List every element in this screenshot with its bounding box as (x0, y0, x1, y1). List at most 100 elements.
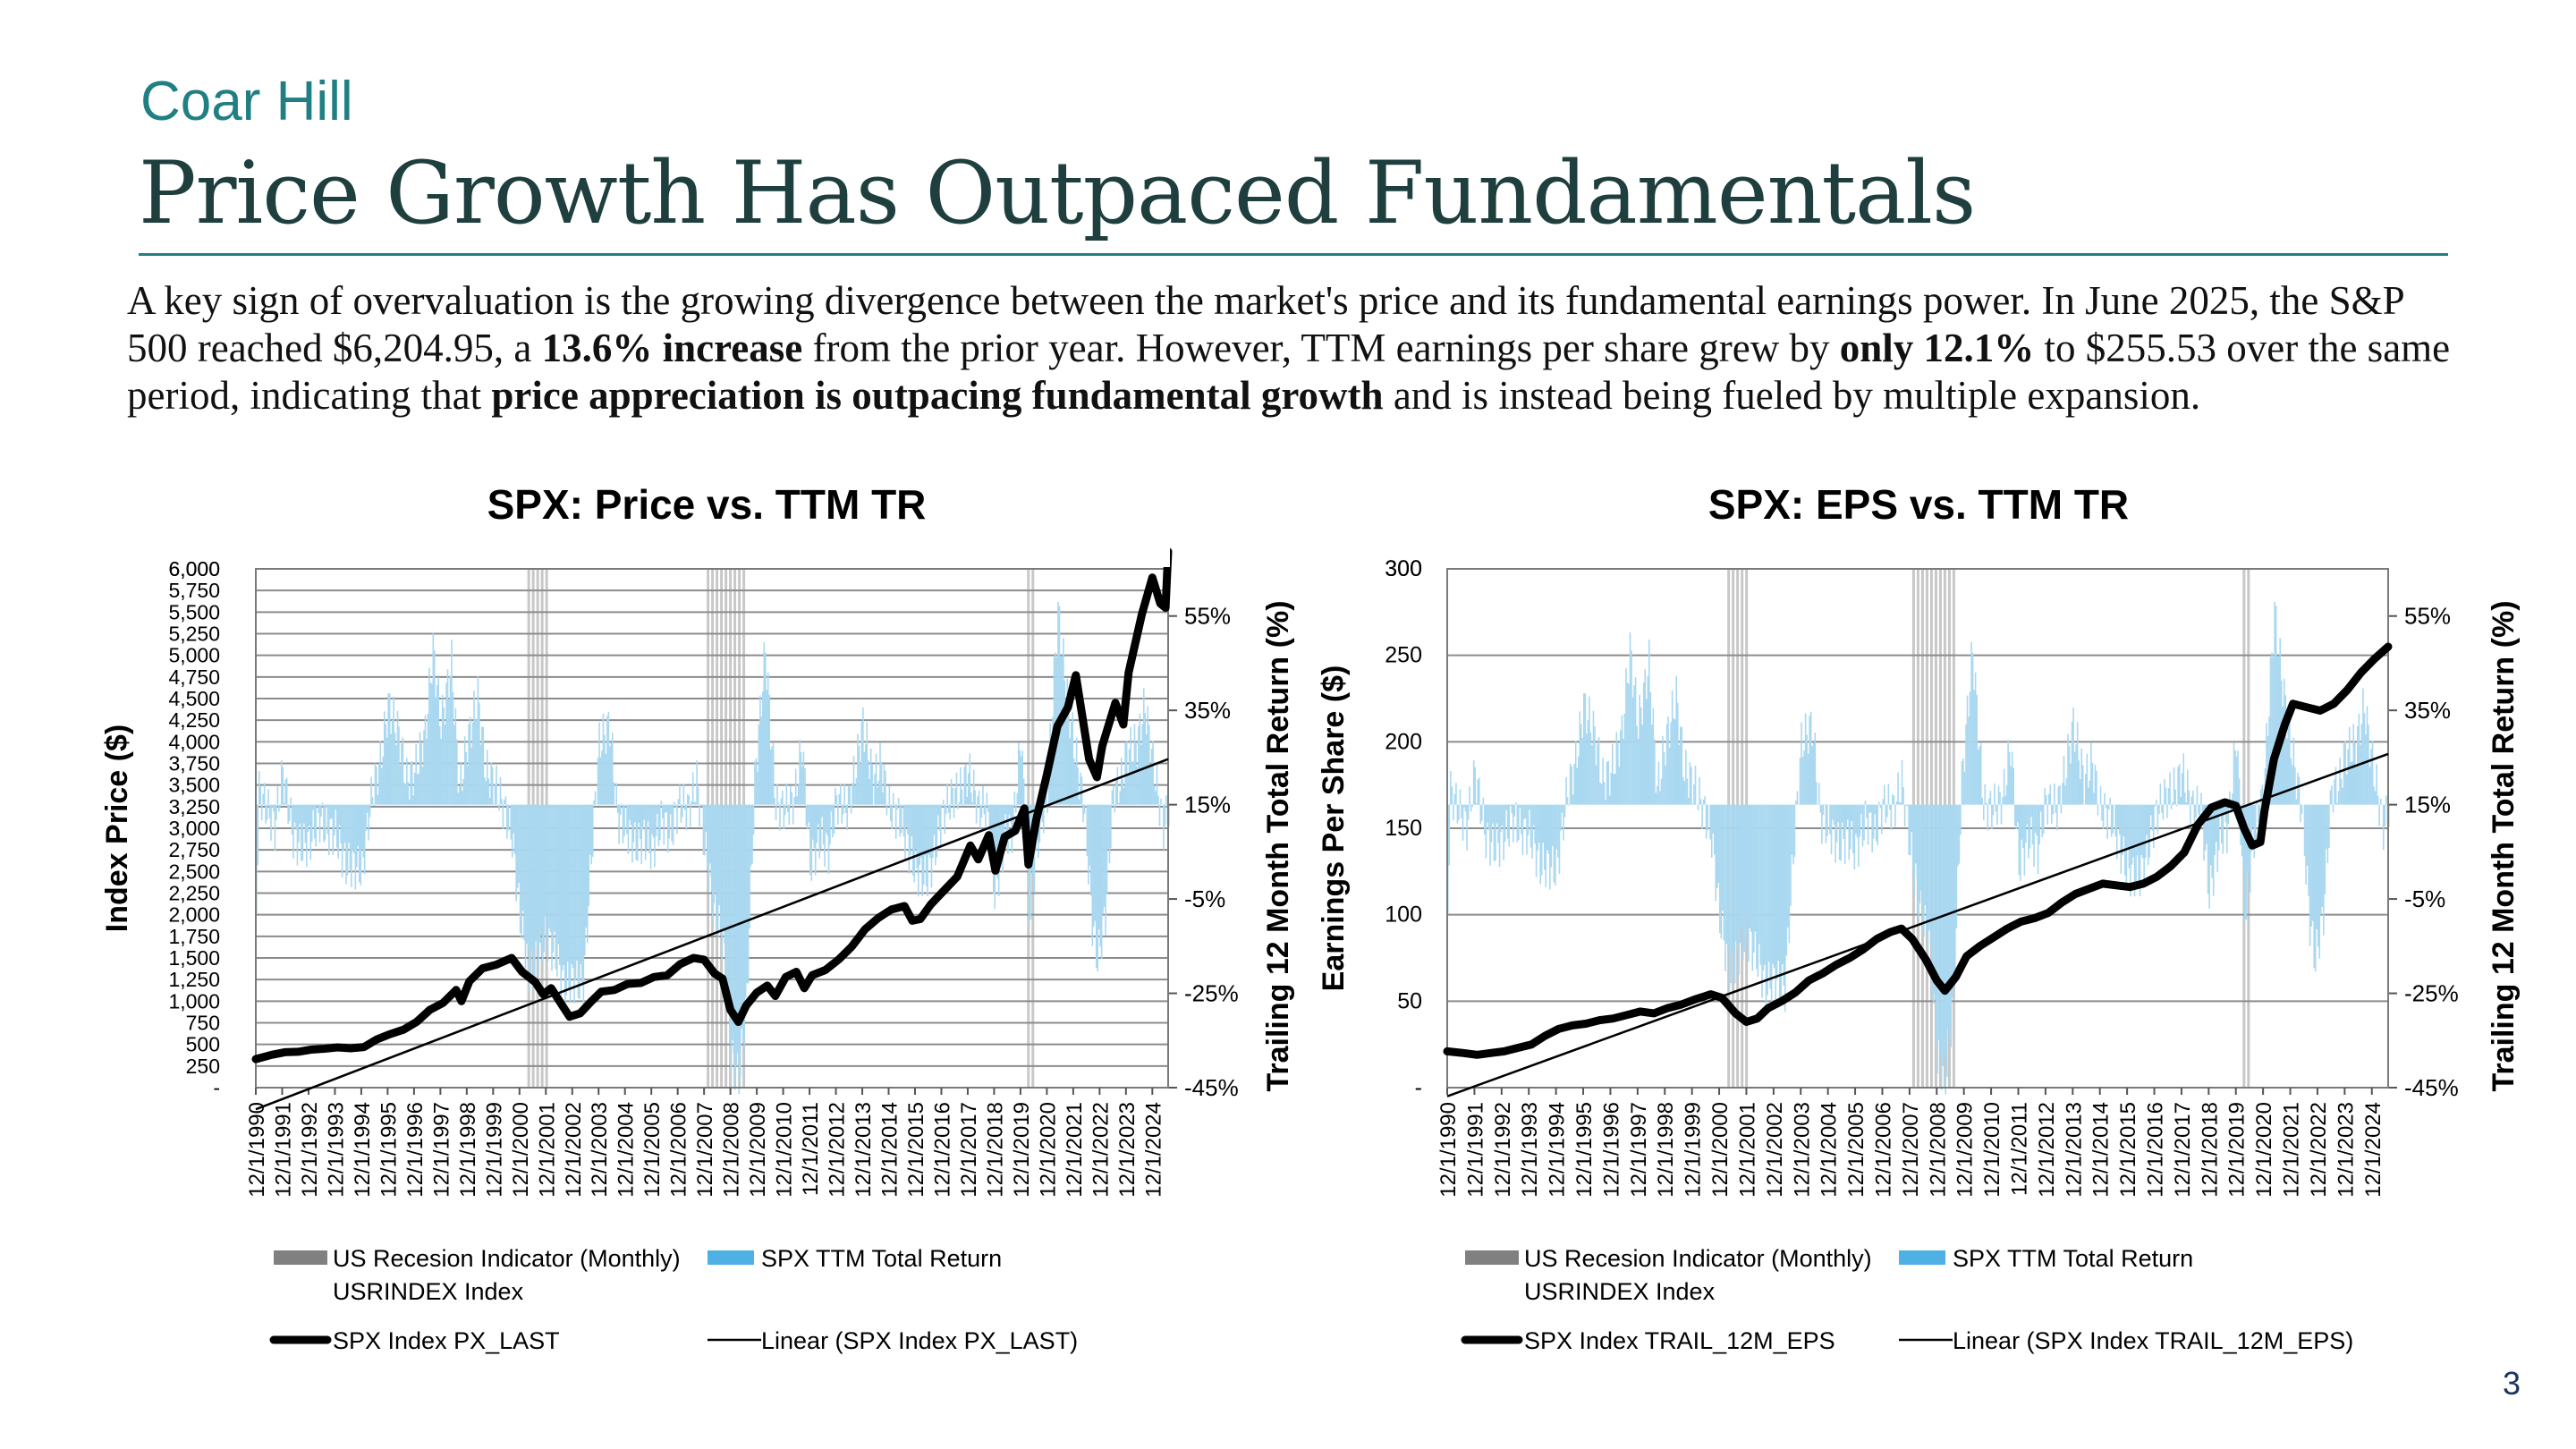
ttm-return-bar (547, 804, 549, 962)
ttm-return-bar (1867, 804, 1869, 845)
ttm-return-bar (1812, 742, 1815, 805)
ttm-return-bar (1608, 795, 1611, 805)
ttm-return-bar (615, 783, 617, 805)
ttm-return-bar (941, 804, 944, 807)
ttm-return-bar (1142, 688, 1145, 805)
title-rule (139, 253, 2448, 256)
ttm-return-bar (536, 804, 538, 949)
ttm-return-bar (1095, 804, 1097, 969)
ttm-return-bar (453, 724, 455, 805)
ttm-return-bar (461, 791, 463, 805)
ttm-return-bar (2215, 804, 2217, 843)
ttm-return-bar (1883, 784, 1885, 805)
plot-top-mask (1445, 474, 2390, 567)
ttm-return-bar (368, 804, 369, 841)
ttm-return-bar (1767, 804, 1768, 996)
ttm-return-bar (978, 790, 980, 805)
ttm-return-bar (862, 707, 864, 805)
ttm-return-bar (1931, 804, 1933, 1000)
ttm-return-bar (1587, 720, 1589, 805)
ttm-return-bar (1080, 776, 1083, 805)
ttm-return-bar (966, 797, 969, 805)
ttm-return-bar (1835, 804, 1838, 843)
x-tick-label: 12/1/2004 (614, 1102, 639, 1198)
ttm-return-bar (2360, 744, 2361, 805)
ttm-return-bar (986, 792, 988, 805)
ttm-return-bar (604, 734, 606, 805)
ttm-return-bar (1450, 771, 1452, 805)
ttm-return-bar (1772, 804, 1774, 964)
ttm-return-bar (1982, 804, 1985, 820)
ttm-return-bar (1478, 777, 1480, 805)
ttm-return-bar (2101, 804, 2103, 821)
ttm-return-bar (1114, 804, 1116, 813)
ttm-return-bar (2363, 713, 2366, 805)
ttm-return-bar (1141, 724, 1144, 805)
ttm-return-bar (1693, 784, 1695, 805)
ttm-return-bar (913, 804, 916, 883)
ttm-return-bar (716, 804, 719, 937)
ttm-return-bar (1022, 778, 1025, 805)
ttm-return-bar (2208, 804, 2210, 910)
ttm-return-bar (829, 804, 831, 845)
ttm-return-bar (762, 691, 764, 805)
ttm-return-bar (2224, 804, 2225, 815)
ttm-return-bar (460, 761, 462, 805)
ttm-return-bar (1572, 794, 1574, 805)
ttm-return-bar (357, 804, 360, 846)
ttm-return-bar (2120, 804, 2123, 874)
ttm-return-bar (1117, 802, 1120, 805)
ttm-return-bar (1958, 804, 1961, 864)
ttm-return-bar (1940, 804, 1943, 1090)
ttm-return-bar (2211, 804, 2213, 878)
ttm-return-bar (2206, 804, 2207, 844)
ttm-return-bar (707, 804, 708, 869)
ttm-return-bar (386, 737, 388, 805)
ttm-return-bar (1744, 804, 1747, 917)
series-line-linear (1446, 752, 2389, 1097)
ttm-return-bar (2088, 787, 2089, 805)
ttm-return-bar (2144, 804, 2147, 858)
ttm-return-bar (833, 804, 835, 835)
ttm-return-bar (2130, 804, 2131, 897)
ttm-return-bar (393, 696, 394, 805)
ttm-return-bar (661, 804, 664, 818)
ttm-return-bar (1780, 804, 1783, 1000)
y2-tick-label: 55% (2404, 603, 2451, 630)
ttm-return-bar (2334, 767, 2337, 805)
x-tick-label: 12/1/1994 (1546, 1102, 1570, 1198)
ttm-return-bar (1631, 650, 1632, 805)
ttm-return-bar (1753, 804, 1755, 953)
y-tick-label: 2,750 (168, 838, 220, 861)
ttm-return-bar (328, 804, 330, 856)
ttm-return-bar (487, 778, 490, 805)
ttm-return-bar (2125, 804, 2128, 883)
ttm-return-bar (982, 785, 984, 805)
ttm-return-bar (2256, 802, 2258, 805)
ttm-return-bar (360, 804, 362, 886)
y-tick-label: 5,250 (168, 623, 220, 646)
ttm-return-bar (2271, 652, 2273, 805)
x-tick-label: 12/1/1992 (1491, 1102, 1515, 1198)
ttm-return-bar (466, 766, 469, 805)
ttm-return-bar (296, 804, 299, 866)
ttm-return-bar (2351, 761, 2353, 805)
ttm-return-bar (1125, 741, 1128, 805)
ttm-return-bar (1775, 804, 1778, 980)
ttm-return-bar (904, 804, 906, 860)
ttm-return-bar (2140, 804, 2142, 855)
ttm-return-bar (2022, 804, 2024, 848)
ttm-return-bar (283, 803, 285, 805)
ttm-return-bar (2146, 804, 2148, 835)
ttm-return-bar (701, 804, 703, 807)
x-tick-label: 12/1/2019 (1010, 1102, 1034, 1198)
ttm-return-bar (2222, 804, 2224, 854)
ttm-return-bar (1647, 675, 1649, 805)
x-tick-label: 12/1/2024 (2361, 1102, 2385, 1198)
x-tick-label: 12/1/2009 (746, 1102, 770, 1198)
ttm-return-bar (1615, 732, 1618, 805)
ttm-return-bar (1631, 697, 1634, 805)
ttm-return-bar (824, 804, 826, 867)
ttm-return-bar (343, 804, 344, 851)
ttm-return-bar (443, 707, 445, 805)
